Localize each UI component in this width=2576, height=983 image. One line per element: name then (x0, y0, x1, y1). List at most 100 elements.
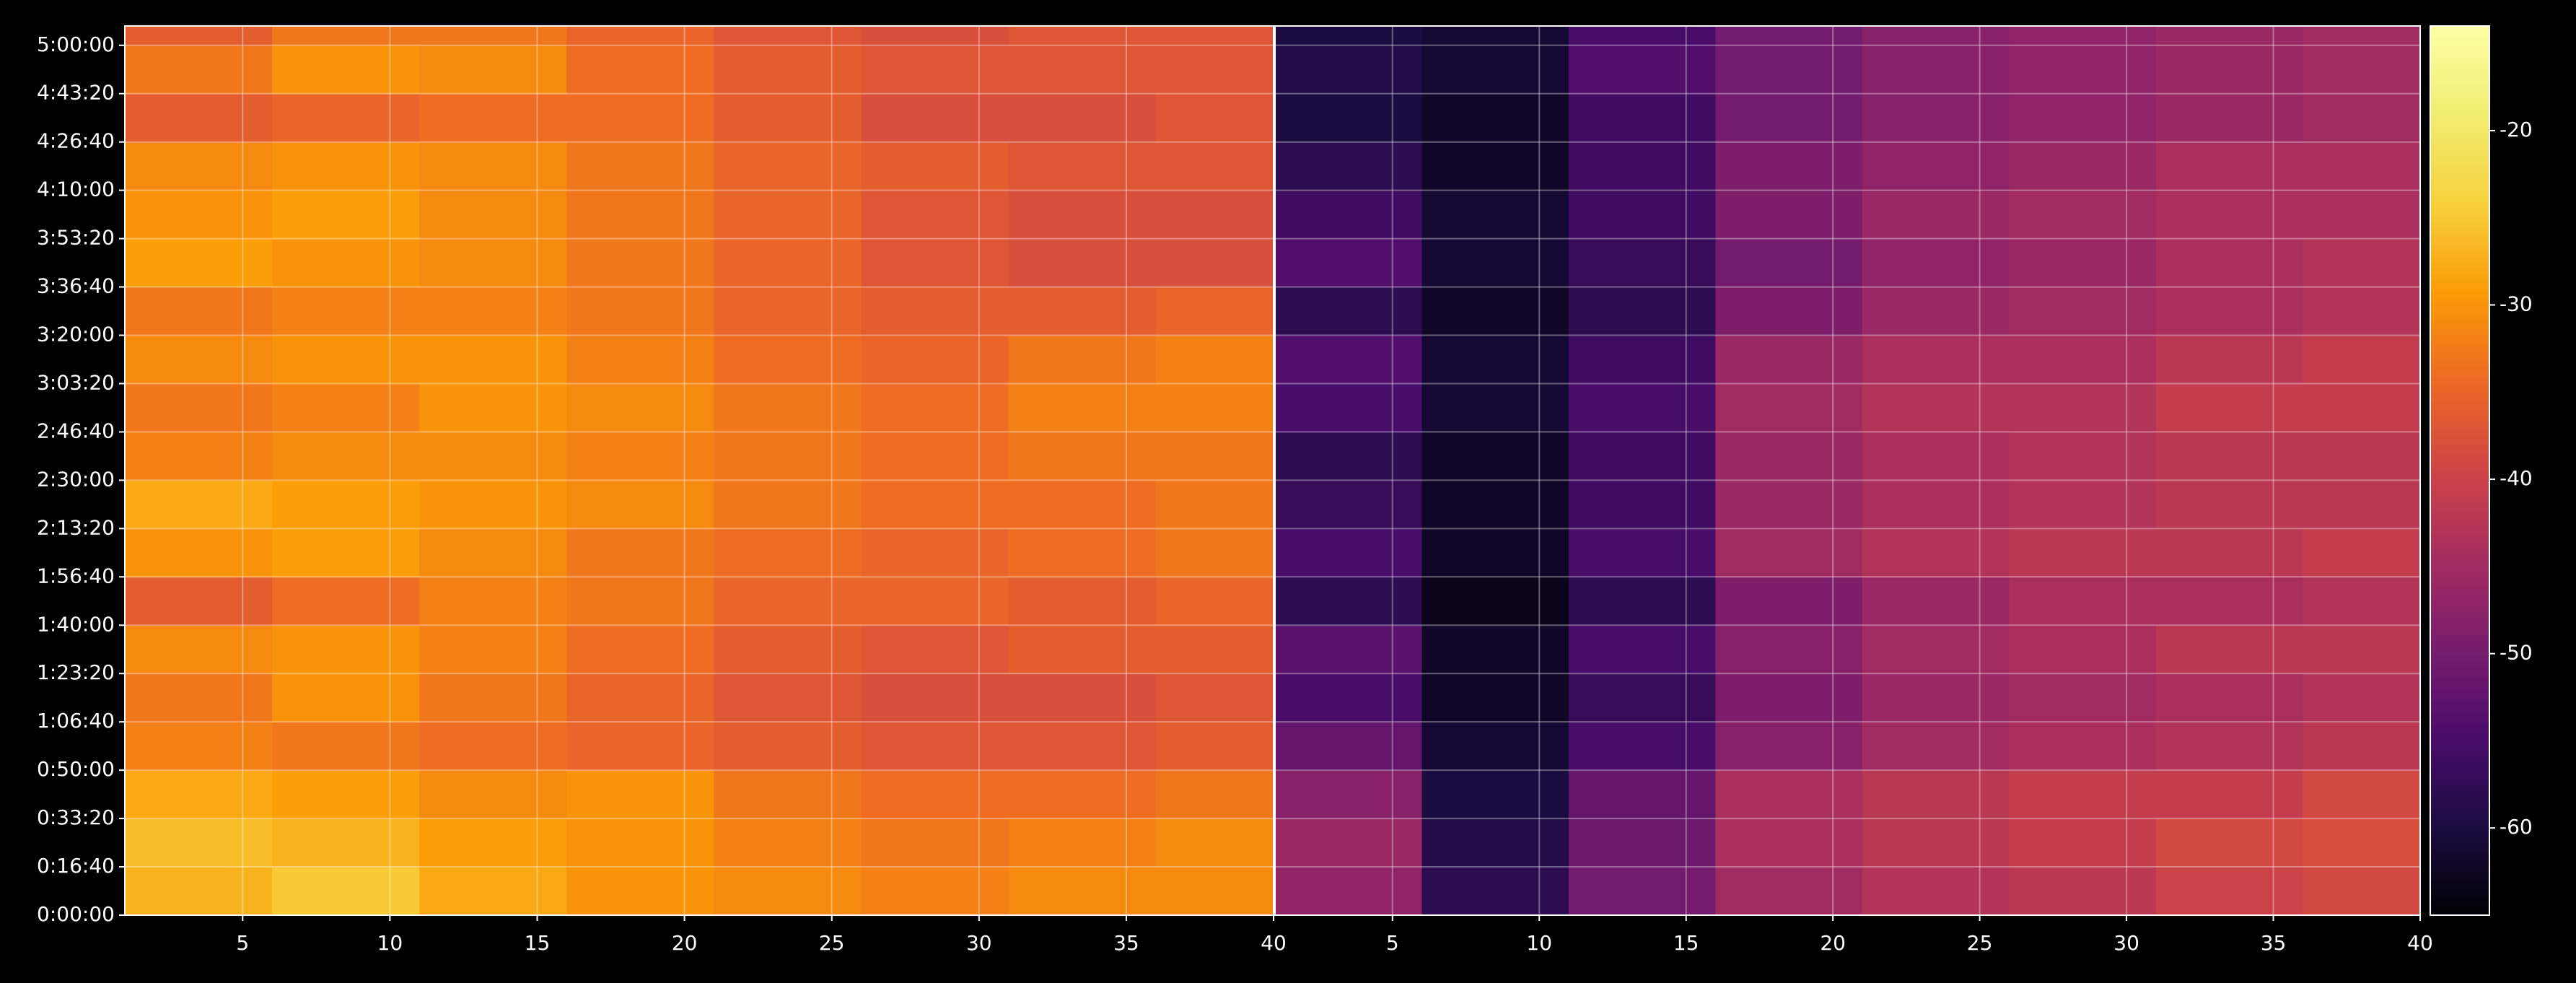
y-tick-label: 3:03:20 (37, 370, 115, 394)
heat-cell (272, 238, 420, 288)
heat-cell (2303, 770, 2421, 819)
heat-cell (2303, 577, 2421, 626)
heat-cell (1275, 625, 1422, 674)
heat-cell (1421, 26, 1569, 46)
heat-cell (1008, 287, 1157, 336)
heat-cell (1568, 432, 1716, 481)
heat-cell (419, 432, 567, 481)
heat-cell (714, 287, 862, 336)
heat-cell (1275, 93, 1422, 143)
heat-cell (1275, 867, 1422, 916)
heat-cell (2303, 141, 2421, 191)
heat-cell (419, 287, 567, 336)
heat-cell (2303, 45, 2421, 95)
heat-cell (1155, 190, 1274, 240)
heat-cell (1275, 287, 1422, 336)
heat-cell (1862, 141, 2010, 191)
heat-cell (1421, 287, 1569, 336)
heat-cell (2009, 141, 2157, 191)
heat-cell (566, 432, 714, 481)
heat-cell (714, 577, 862, 626)
heat-cell (2155, 383, 2303, 432)
heat-cell (714, 480, 862, 529)
heat-cell (1421, 432, 1569, 481)
heat-cell (125, 625, 273, 674)
heat-cell (1421, 577, 1569, 626)
y-tick-label: 3:20:00 (37, 323, 115, 346)
heat-cell (1008, 818, 1157, 868)
x-tick-label: 40 (1261, 931, 1287, 955)
y-tick-label: 0:16:40 (37, 854, 115, 878)
heat-cell (272, 190, 420, 240)
heat-cell (1715, 480, 1863, 529)
heat-cell (566, 45, 714, 95)
heat-cell (125, 45, 273, 95)
heat-cell (125, 383, 273, 432)
heat-cell (1421, 867, 1569, 916)
heat-cell (714, 673, 862, 722)
heat-cell (1155, 432, 1274, 481)
heat-cell (1421, 625, 1569, 674)
heat-cell (1568, 26, 1716, 46)
heat-cell (125, 528, 273, 577)
heat-cell (1008, 432, 1157, 481)
heat-cell (125, 287, 273, 336)
heat-cell (419, 238, 567, 288)
heat-cell (1275, 528, 1422, 577)
heat-cell (125, 770, 273, 819)
heat-cell (1862, 480, 2010, 529)
heat-cell (2009, 577, 2157, 626)
heat-cell (1155, 238, 1274, 288)
heat-cell (861, 432, 1009, 481)
heat-cell (272, 383, 420, 432)
heat-cell (2009, 45, 2157, 95)
y-tick-label: 2:13:20 (37, 515, 115, 539)
heat-cell (2155, 287, 2303, 336)
heat-cell (419, 383, 567, 432)
heat-cell (272, 287, 420, 336)
heat-cell (1715, 867, 1863, 916)
x-tick-label: 5 (236, 931, 249, 955)
heat-cell (1155, 93, 1274, 143)
heat-cell (1568, 287, 1716, 336)
colorbar-tick-label: -20 (2500, 118, 2533, 141)
heat-cell (1155, 818, 1274, 868)
heat-cell (1155, 673, 1274, 722)
heat-cell (1275, 238, 1422, 288)
heat-cell (1155, 625, 1274, 674)
y-tick-label: 1:23:20 (37, 660, 115, 684)
heat-cell (1008, 383, 1157, 432)
heat-cell (1715, 577, 1863, 626)
heat-cell (2155, 867, 2303, 916)
heat-cell (2155, 480, 2303, 529)
heat-cell (1715, 432, 1863, 481)
heat-cell (1008, 625, 1157, 674)
heat-cell (2303, 722, 2421, 771)
heat-cell (1862, 335, 2010, 384)
heat-cell (2009, 335, 2157, 384)
heat-cell (1008, 93, 1157, 143)
heat-cell (125, 93, 273, 143)
heat-cell (861, 818, 1009, 868)
heat-cell (419, 26, 567, 46)
heat-cell (861, 722, 1009, 771)
heat-cell (1421, 141, 1569, 191)
heat-cell (714, 770, 862, 819)
heat-cell (1008, 238, 1157, 288)
heat-cell (1715, 625, 1863, 674)
heat-cell (272, 45, 420, 95)
heat-cell (1008, 770, 1157, 819)
heat-cell (2303, 625, 2421, 674)
colorbar-tick-label: -50 (2500, 641, 2533, 665)
heat-cell (566, 287, 714, 336)
heat-cell (1862, 818, 2010, 868)
heat-cell (1421, 722, 1569, 771)
heat-cell (2303, 480, 2421, 529)
heat-cell (2155, 93, 2303, 143)
heat-cell (1862, 673, 2010, 722)
heat-cell (2155, 673, 2303, 722)
heat-cell (1568, 770, 1716, 819)
heat-cell (2303, 190, 2421, 240)
heat-cell (2009, 93, 2157, 143)
heat-cell (1568, 625, 1716, 674)
